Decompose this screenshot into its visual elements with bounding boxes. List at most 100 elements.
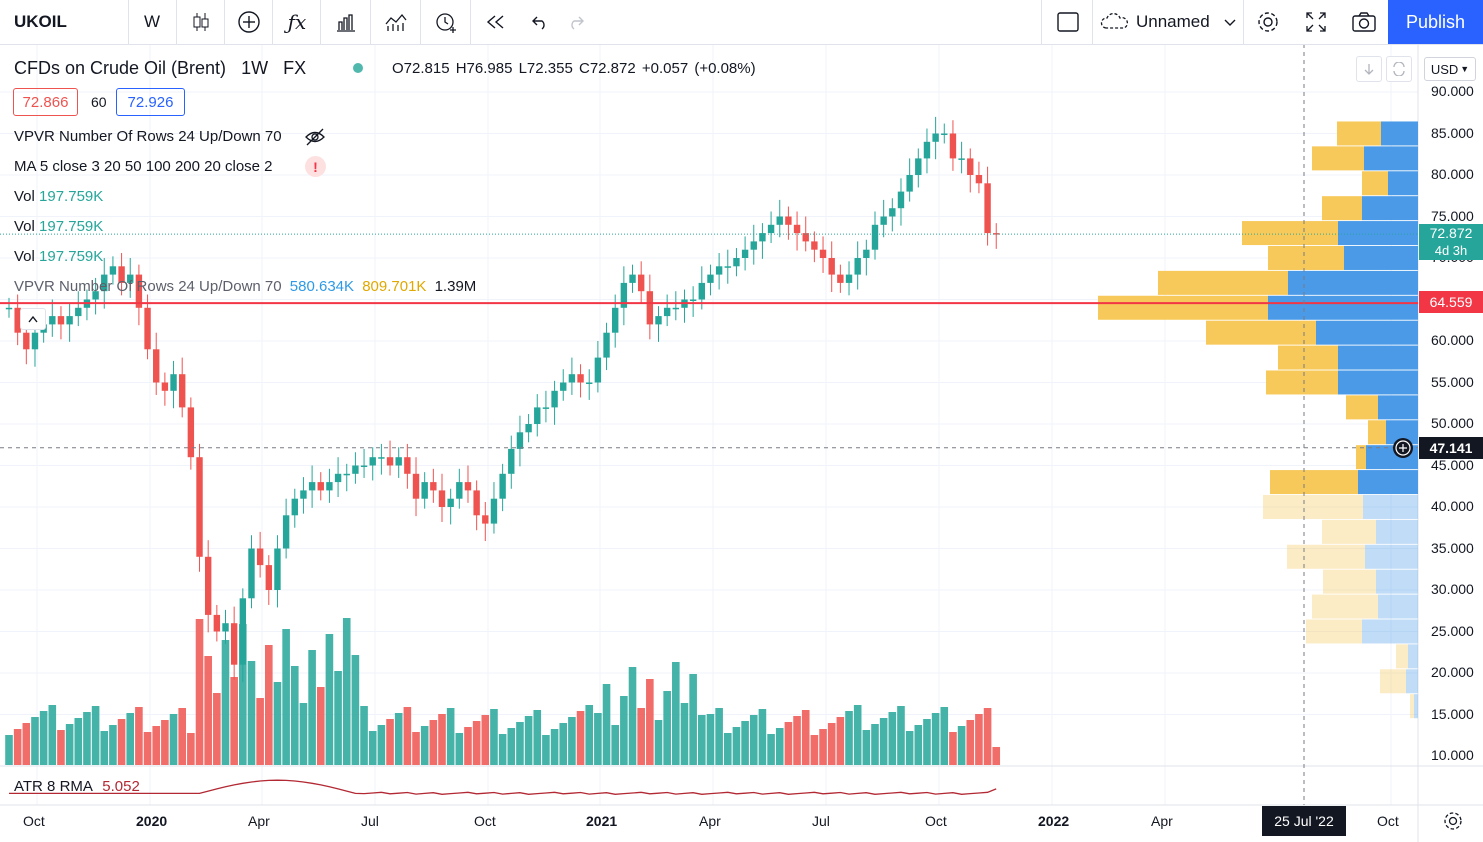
collapse-legend-button[interactable] <box>20 308 46 330</box>
candle-down <box>386 457 394 466</box>
candle-up <box>274 548 281 590</box>
candle-up <box>568 374 576 383</box>
alert-icon[interactable] <box>424 0 468 44</box>
bid-price-button[interactable]: 72.866 <box>13 88 78 116</box>
undo-icon[interactable] <box>520 0 560 44</box>
vol-legend-1: Vol 197.759K <box>14 188 104 205</box>
volume-bar <box>325 634 334 765</box>
layout-name-button[interactable]: Unnamed <box>1098 0 1238 44</box>
ask-price-button[interactable]: 72.926 <box>116 88 185 116</box>
volume-bar <box>308 650 316 765</box>
fullscreen-icon[interactable] <box>1294 0 1338 44</box>
candle-down <box>412 473 420 499</box>
replay-icon[interactable] <box>474 0 518 44</box>
volume-bar <box>394 713 403 765</box>
volume-profile-up-bar <box>1378 594 1418 619</box>
eye-hidden-icon[interactable] <box>304 127 326 152</box>
candle-up <box>698 282 705 300</box>
candle-up <box>343 473 350 476</box>
templates-icon[interactable] <box>374 0 418 44</box>
candle-up <box>932 133 939 142</box>
volume-bar <box>879 718 888 765</box>
volume-profile-down-bar <box>1396 644 1408 669</box>
volume-bar <box>897 706 905 765</box>
candle-up <box>49 316 56 325</box>
candle-up <box>889 208 896 217</box>
volume-bar <box>187 733 195 765</box>
volume-profile-down-bar <box>1410 694 1414 719</box>
candle-down <box>317 482 324 491</box>
candle-up <box>612 307 619 333</box>
candle-up <box>689 299 697 301</box>
volume-profile-up-bar <box>1344 245 1418 270</box>
error-icon[interactable]: ! <box>305 156 326 177</box>
chevron-up-icon <box>28 315 38 323</box>
candle-up <box>915 158 922 175</box>
volume-profile-down-bar <box>1268 245 1344 270</box>
volume-bar <box>429 720 438 765</box>
price-tick-label: 90.000 <box>1431 83 1474 99</box>
candle-up <box>92 291 99 300</box>
interval-button[interactable]: W <box>143 12 161 31</box>
volume-bar <box>403 707 412 765</box>
candles-icon[interactable] <box>180 0 222 44</box>
price-tick-label: 45.000 <box>1431 456 1474 473</box>
compare-add-icon[interactable] <box>228 0 270 44</box>
volume-profile-down-bar <box>1266 370 1338 395</box>
volume-bar <box>481 715 490 765</box>
publish-button[interactable]: Publish <box>1388 0 1483 44</box>
scroll-down-icon[interactable] <box>1356 56 1382 82</box>
volume-bar <box>472 721 481 765</box>
candle-down <box>837 274 844 283</box>
candle-up <box>516 432 524 449</box>
chart-settings-gear-icon[interactable] <box>1442 810 1464 837</box>
candle-up <box>871 224 879 250</box>
redo-icon[interactable] <box>556 0 596 44</box>
candle-down <box>179 374 186 408</box>
candle-up <box>395 457 402 466</box>
reset-scale-icon[interactable] <box>1386 56 1412 82</box>
price-tick-label: 35.000 <box>1431 539 1474 556</box>
time-tick-label: Jul <box>361 813 379 829</box>
symbol-search[interactable]: UKOIL <box>14 12 67 31</box>
camera-icon[interactable] <box>1342 0 1386 44</box>
volume-bar <box>282 629 290 765</box>
currency-selector[interactable]: USD ▼ <box>1424 57 1476 81</box>
candle-down <box>135 274 143 308</box>
volume-bar <box>438 714 446 765</box>
vol-legend-3: Vol 197.759K <box>14 248 104 265</box>
candle-down <box>256 548 264 566</box>
candle-up <box>655 316 662 325</box>
financials-icon[interactable] <box>324 0 368 44</box>
add-plus-icon[interactable] <box>1393 438 1413 458</box>
candle-up <box>594 357 602 383</box>
volume-profile-down-bar <box>1337 121 1381 146</box>
select-tool-icon[interactable] <box>1046 0 1090 44</box>
volume-bar <box>135 707 143 765</box>
volume-bar <box>888 712 897 765</box>
volume-bar <box>265 645 273 765</box>
volume-bar <box>316 687 325 765</box>
indicators-icon[interactable]: ƒx <box>287 10 307 34</box>
volume-bar <box>230 677 238 765</box>
time-tick-label: Oct <box>474 813 496 829</box>
volume-bar <box>74 718 83 765</box>
volume-bar <box>490 709 498 765</box>
atr-pane <box>9 779 997 795</box>
volume-profile-up-bar <box>1362 196 1418 221</box>
price-tick-label: 25.000 <box>1431 622 1474 639</box>
candle-down <box>14 307 21 333</box>
market-status-dot[interactable] <box>353 63 363 73</box>
price-tick-label: 60.000 <box>1431 332 1474 348</box>
candle-up <box>75 307 82 317</box>
candle-up <box>222 623 229 632</box>
candle-down <box>482 515 489 524</box>
volume-bar <box>48 705 57 765</box>
candle-down <box>984 183 991 234</box>
volume-bar <box>992 747 1001 765</box>
volume-profile-down-bar <box>1323 569 1376 594</box>
volume-bar <box>957 726 966 765</box>
volume-profile-down-bar <box>1306 619 1362 644</box>
gear-icon[interactable] <box>1246 0 1290 44</box>
